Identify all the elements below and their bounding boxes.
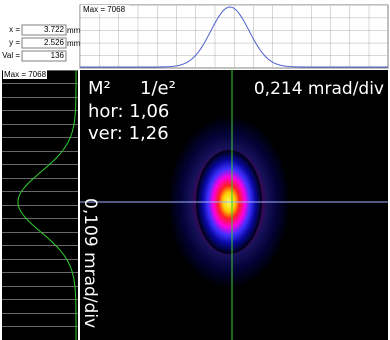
- h-scale: 0,214 mrad/div: [254, 79, 384, 99]
- val-label: Val =: [2, 51, 20, 60]
- beam-image: M² 1/e² hor: 1,06 ver: 1,26 0,214 mrad/d…: [80, 70, 388, 340]
- hor-value: hor: 1,06: [88, 101, 169, 122]
- x-value: 3.722: [44, 25, 65, 34]
- ver-value: ver: 1,26: [88, 123, 169, 144]
- x-label: x =: [9, 25, 20, 34]
- x-unit: mm: [67, 26, 81, 35]
- side-profile: Max = 7068: [2, 70, 78, 340]
- top-profile: Max = 7068: [80, 5, 388, 68]
- y-value: 2.526: [44, 38, 65, 47]
- readout-panel: x = 3.722 mm y = 2.526 mm Val = 136: [0, 0, 81, 68]
- y-unit: mm: [67, 39, 81, 48]
- val-value: 136: [51, 51, 65, 60]
- top-profile-grid: [80, 5, 388, 68]
- beam-profiler: x = 3.722 mm y = 2.526 mm Val = 136 Max …: [0, 0, 390, 340]
- side-profile-grid: [2, 70, 78, 340]
- top-max-label: Max = 7068: [83, 5, 126, 14]
- side-max-label: Max = 7068: [4, 70, 47, 79]
- beam-definition: 1/e²: [140, 78, 176, 99]
- m2-label: M²: [88, 78, 111, 99]
- v-scale: 0,109 mrad/div: [80, 198, 100, 328]
- y-label: y =: [9, 38, 20, 47]
